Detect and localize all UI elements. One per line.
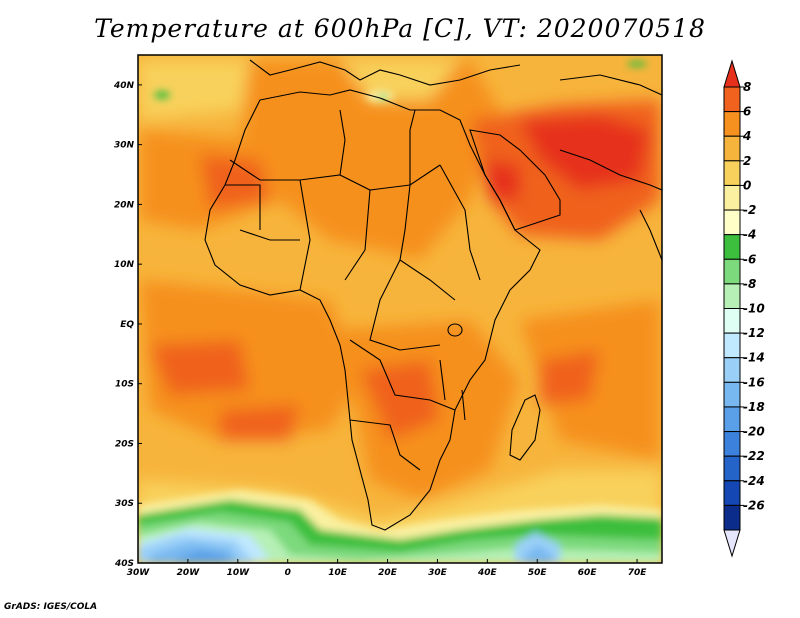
lon-tick-label: 60E: [578, 568, 598, 578]
colorbar-segment: [723, 406, 741, 433]
lon-tick-label: 10E: [328, 568, 348, 578]
lat-tick-label: 30S: [115, 499, 134, 509]
colorbar-segment: [723, 480, 741, 506]
colorbar-segment: [723, 332, 741, 359]
colorbar-segment: [723, 283, 741, 309]
lon-tick-label: 10W: [227, 568, 251, 578]
lon-tick-label: 0: [285, 568, 291, 578]
lat-tick-label: 30N: [114, 141, 135, 151]
colorbar-label: -18: [743, 400, 765, 414]
lat-tick-label: 40N: [113, 81, 135, 91]
colorbar-segment: [723, 135, 741, 162]
map-title: Temperature at 600hPa [C], VT: 202007051…: [94, 14, 706, 43]
colorbar-label: -26: [743, 498, 765, 512]
lon-tick-label: 20E: [378, 568, 398, 578]
colorbar-segment: [723, 234, 741, 260]
lat-tick-label: 20N: [114, 200, 135, 210]
colorbar-segment: [723, 381, 741, 408]
colorbar-label: 8: [743, 80, 751, 94]
lat-tick-label: 20S: [115, 439, 134, 449]
colorbar-segment: [723, 308, 741, 334]
colorbar-label: 2: [743, 154, 751, 168]
colorbar-segment: [723, 209, 741, 236]
colorbar-segment: [723, 184, 741, 211]
colorbar-segment: [723, 86, 741, 113]
colorbar-segment: [723, 160, 741, 186]
colorbar-label: -10: [743, 302, 765, 316]
colorbar-label: -22: [743, 449, 765, 463]
colorbar-segment: [723, 455, 741, 482]
colorbar-label: 0: [743, 178, 751, 192]
madagascar: [509, 394, 541, 461]
temperature-field: [138, 55, 662, 563]
colorbar-segment: [723, 431, 741, 457]
lat-tick-label: EQ: [120, 320, 134, 330]
lon-tick-label: 20W: [177, 568, 201, 578]
colorbar-segment: [723, 111, 741, 137]
colorbar-label: 4: [742, 129, 751, 143]
colorbar-segment: [723, 357, 741, 383]
colorbar-label: -2: [743, 203, 756, 217]
lat-tick-label: 40S: [114, 559, 134, 569]
lon-tick-label: 50E: [528, 568, 548, 578]
colorbar-label: -20: [743, 425, 765, 439]
lon-tick-label: 70E: [628, 568, 648, 578]
lat-tick-label: 10N: [114, 260, 135, 270]
colorbar-label: -4: [743, 228, 756, 242]
colorbar-label: -16: [743, 375, 765, 389]
colorbar: 8 6 4 2 0 -2 -4 -6 -8 -10 -12 -14 -16 -18 -20 -22 -24 -26: [723, 59, 765, 558]
map-axes: 30W 20W 10W 0 10E 20E 30E 40E 50E 60E 70E 40N 30N 20N…: [113, 81, 647, 578]
lat-tick-label: 10S: [115, 380, 134, 390]
colorbar-label: 6: [743, 105, 751, 119]
coastlines: [204, 59, 662, 531]
colorbar-label: -8: [743, 277, 756, 291]
colorbar-label: -14: [743, 351, 765, 365]
arabian-peninsula: [469, 129, 561, 231]
colorbar-label: -24: [743, 474, 765, 488]
colorbar-segment: [723, 529, 741, 558]
map-frame: [137, 54, 663, 564]
lon-tick-label: 30E: [428, 568, 448, 578]
lon-tick-label: 30W: [127, 568, 151, 578]
lon-tick-label: 40E: [477, 568, 498, 578]
colorbar-label: -6: [743, 252, 756, 266]
grads-credit: GrADS: IGES/COLA: [4, 602, 98, 612]
colorbar-segment: [723, 258, 741, 285]
colorbar-label: -12: [743, 326, 765, 340]
africa-coastline: [204, 89, 541, 531]
colorbar-segment: [723, 59, 741, 88]
colorbar-segment: [723, 504, 741, 531]
